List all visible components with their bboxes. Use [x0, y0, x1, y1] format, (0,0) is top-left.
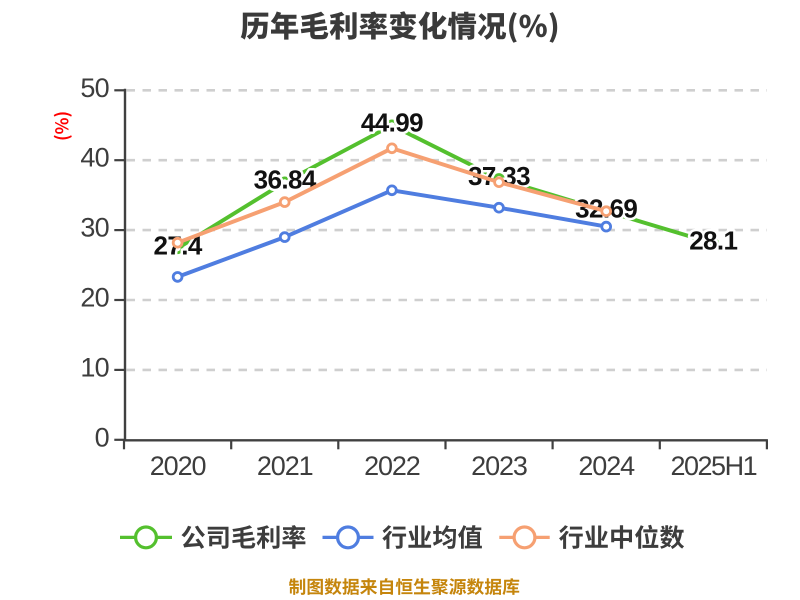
svg-text:30: 30 — [80, 213, 108, 243]
svg-text:44.99: 44.99 — [361, 108, 423, 138]
svg-text:10: 10 — [80, 352, 108, 382]
svg-text:2024: 2024 — [578, 451, 635, 481]
svg-text:2025H1: 2025H1 — [671, 451, 757, 481]
svg-text:2020: 2020 — [150, 451, 206, 481]
svg-text:0: 0 — [95, 422, 109, 452]
svg-text:28.1: 28.1 — [689, 226, 737, 256]
svg-text:2022: 2022 — [364, 451, 420, 481]
svg-text:2023: 2023 — [471, 451, 527, 481]
svg-text:50: 50 — [80, 73, 108, 103]
svg-text:40: 40 — [80, 143, 108, 173]
svg-text:2021: 2021 — [257, 451, 313, 481]
svg-text:20: 20 — [80, 283, 108, 313]
